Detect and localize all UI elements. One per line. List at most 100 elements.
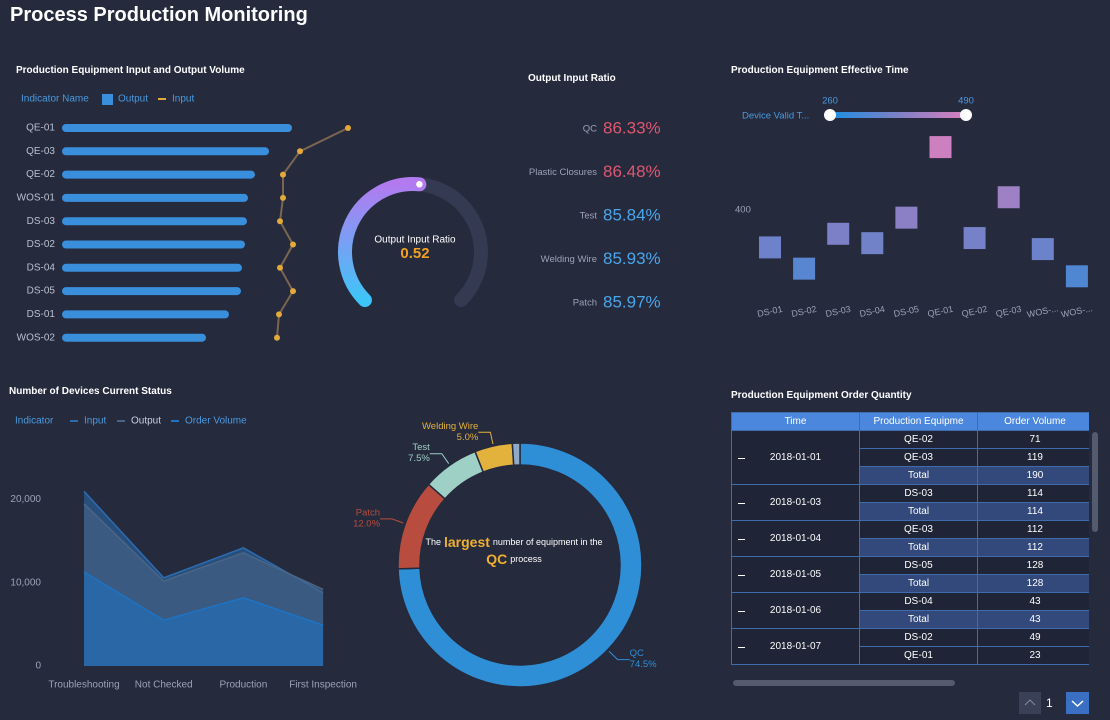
legend-label: Output	[118, 94, 148, 105]
page-number: 1	[1046, 696, 1053, 710]
time-cell: 2018-01-07	[731, 628, 860, 665]
gauge-knob	[414, 179, 425, 190]
y-tick-label: 0	[35, 661, 41, 672]
visualmap-handle	[960, 109, 972, 121]
table-row: QE-01 23	[732, 646, 1089, 665]
x-tick-label: DS-02	[790, 304, 817, 319]
collapse-icon[interactable]	[738, 646, 745, 648]
center-text: The largest number of equipment in the	[425, 534, 602, 550]
table-row: 2018-01-03 DS-03 114	[731, 484, 1089, 521]
rate-value: 85.93%	[603, 249, 661, 268]
cell: 119	[977, 448, 1089, 467]
y-tick-label: WOS-02	[17, 332, 56, 343]
cell: 128	[977, 556, 1089, 575]
column-header: Production Equipme	[859, 412, 978, 431]
table-row: 2018-01-07 DS-02 49	[731, 628, 1089, 665]
legend-label: Input	[172, 94, 194, 105]
x-tick-label: Troubleshooting	[48, 680, 119, 691]
cell: 43	[977, 592, 1089, 611]
cell: 128	[977, 574, 1089, 593]
cell: 71	[977, 430, 1089, 449]
label-line	[608, 650, 630, 661]
rate-label: Test	[580, 211, 598, 222]
rate-label: QC	[583, 124, 597, 135]
visualmap-value: 490	[958, 96, 974, 107]
y-tick-label: 400	[735, 205, 751, 216]
chart-title: Number of Devices Current Status	[9, 386, 172, 397]
time-cell: 2018-01-04	[731, 520, 860, 557]
legend-label: Order Volume	[185, 416, 247, 427]
input-point	[274, 334, 280, 341]
table-row: Total 128	[732, 574, 1089, 593]
x-tick-label: Production	[219, 680, 267, 691]
table-row: 2018-01-04 QE-03 112	[731, 520, 1089, 557]
cell: 114	[977, 502, 1089, 521]
pie-slice	[397, 442, 643, 688]
center-text-part: QC	[486, 551, 507, 567]
bar	[62, 263, 242, 272]
point	[895, 206, 918, 229]
collapse-icon[interactable]	[738, 538, 745, 540]
slice-label: Test	[412, 442, 430, 453]
rate-label: Plastic Closures	[529, 167, 597, 178]
column-header: Order Volume	[977, 412, 1089, 431]
legend-label: Output	[131, 416, 161, 427]
bar	[62, 124, 292, 132]
label-line	[478, 431, 494, 445]
page-up[interactable]	[1019, 692, 1041, 714]
y-tick-label: 10,000	[10, 577, 41, 588]
y-tick-label: WOS-01	[17, 193, 56, 204]
input-point	[290, 241, 296, 248]
input-point	[277, 218, 283, 225]
chart-title: Production Equipment Input and Output Vo…	[16, 65, 245, 76]
pie-slice	[427, 450, 485, 500]
cell: QE-02	[859, 430, 978, 449]
slice-label: Patch	[356, 507, 380, 518]
cell: DS-04	[859, 592, 978, 611]
input-point	[280, 171, 286, 178]
bar	[62, 147, 269, 156]
y-tick-label: DS-03	[27, 216, 56, 227]
scrollbar[interactable]	[1092, 432, 1098, 532]
x-tick-label: QE-01	[927, 304, 955, 319]
collapse-icon[interactable]	[738, 610, 745, 612]
collapse-icon[interactable]	[738, 457, 745, 459]
input-point	[276, 311, 282, 318]
x-tick-label: WOS-...	[1060, 303, 1093, 319]
slice-value: 74.5%	[630, 659, 657, 670]
rate-value: 85.84%	[603, 205, 661, 224]
cell: Total	[859, 466, 978, 485]
collapse-icon[interactable]	[738, 502, 745, 504]
y-tick-label: DS-01	[27, 309, 56, 320]
input-line	[276, 127, 349, 338]
rate-label: Welding Wire	[541, 254, 597, 265]
scrollbar[interactable]	[733, 680, 955, 686]
cell: 112	[977, 520, 1089, 539]
time-cell: 2018-01-06	[731, 592, 860, 629]
area-line	[83, 571, 324, 626]
bar	[62, 217, 247, 226]
cell: Total	[859, 538, 978, 557]
time-text: 2018-01-01	[769, 452, 822, 463]
time-text: 2018-01-05	[769, 569, 822, 580]
order-table: Time Production Equipme Order Volume 2018-0…	[731, 412, 1089, 680]
label-line	[429, 453, 450, 464]
visualmap-value: 260	[822, 96, 838, 107]
rate-value: 86.33%	[603, 118, 661, 137]
cell: DS-03	[859, 484, 978, 503]
bar	[62, 333, 206, 342]
y-tick-label: QE-01	[26, 123, 55, 134]
center-text-part: number of equipment in the	[493, 537, 603, 547]
time-text: 2018-01-04	[769, 533, 822, 544]
cell: DS-05	[859, 556, 978, 575]
collapse-icon[interactable]	[738, 574, 745, 576]
time-cell: 2018-01-01	[731, 430, 860, 485]
cell: Total	[859, 502, 978, 521]
table-row: Total 190	[732, 466, 1089, 485]
cell: 43	[977, 610, 1089, 629]
legend-title: Indicator	[15, 416, 54, 427]
x-tick-label: DS-05	[893, 304, 920, 319]
time-text: 2018-01-07	[769, 641, 822, 652]
page-down[interactable]	[1066, 692, 1089, 714]
